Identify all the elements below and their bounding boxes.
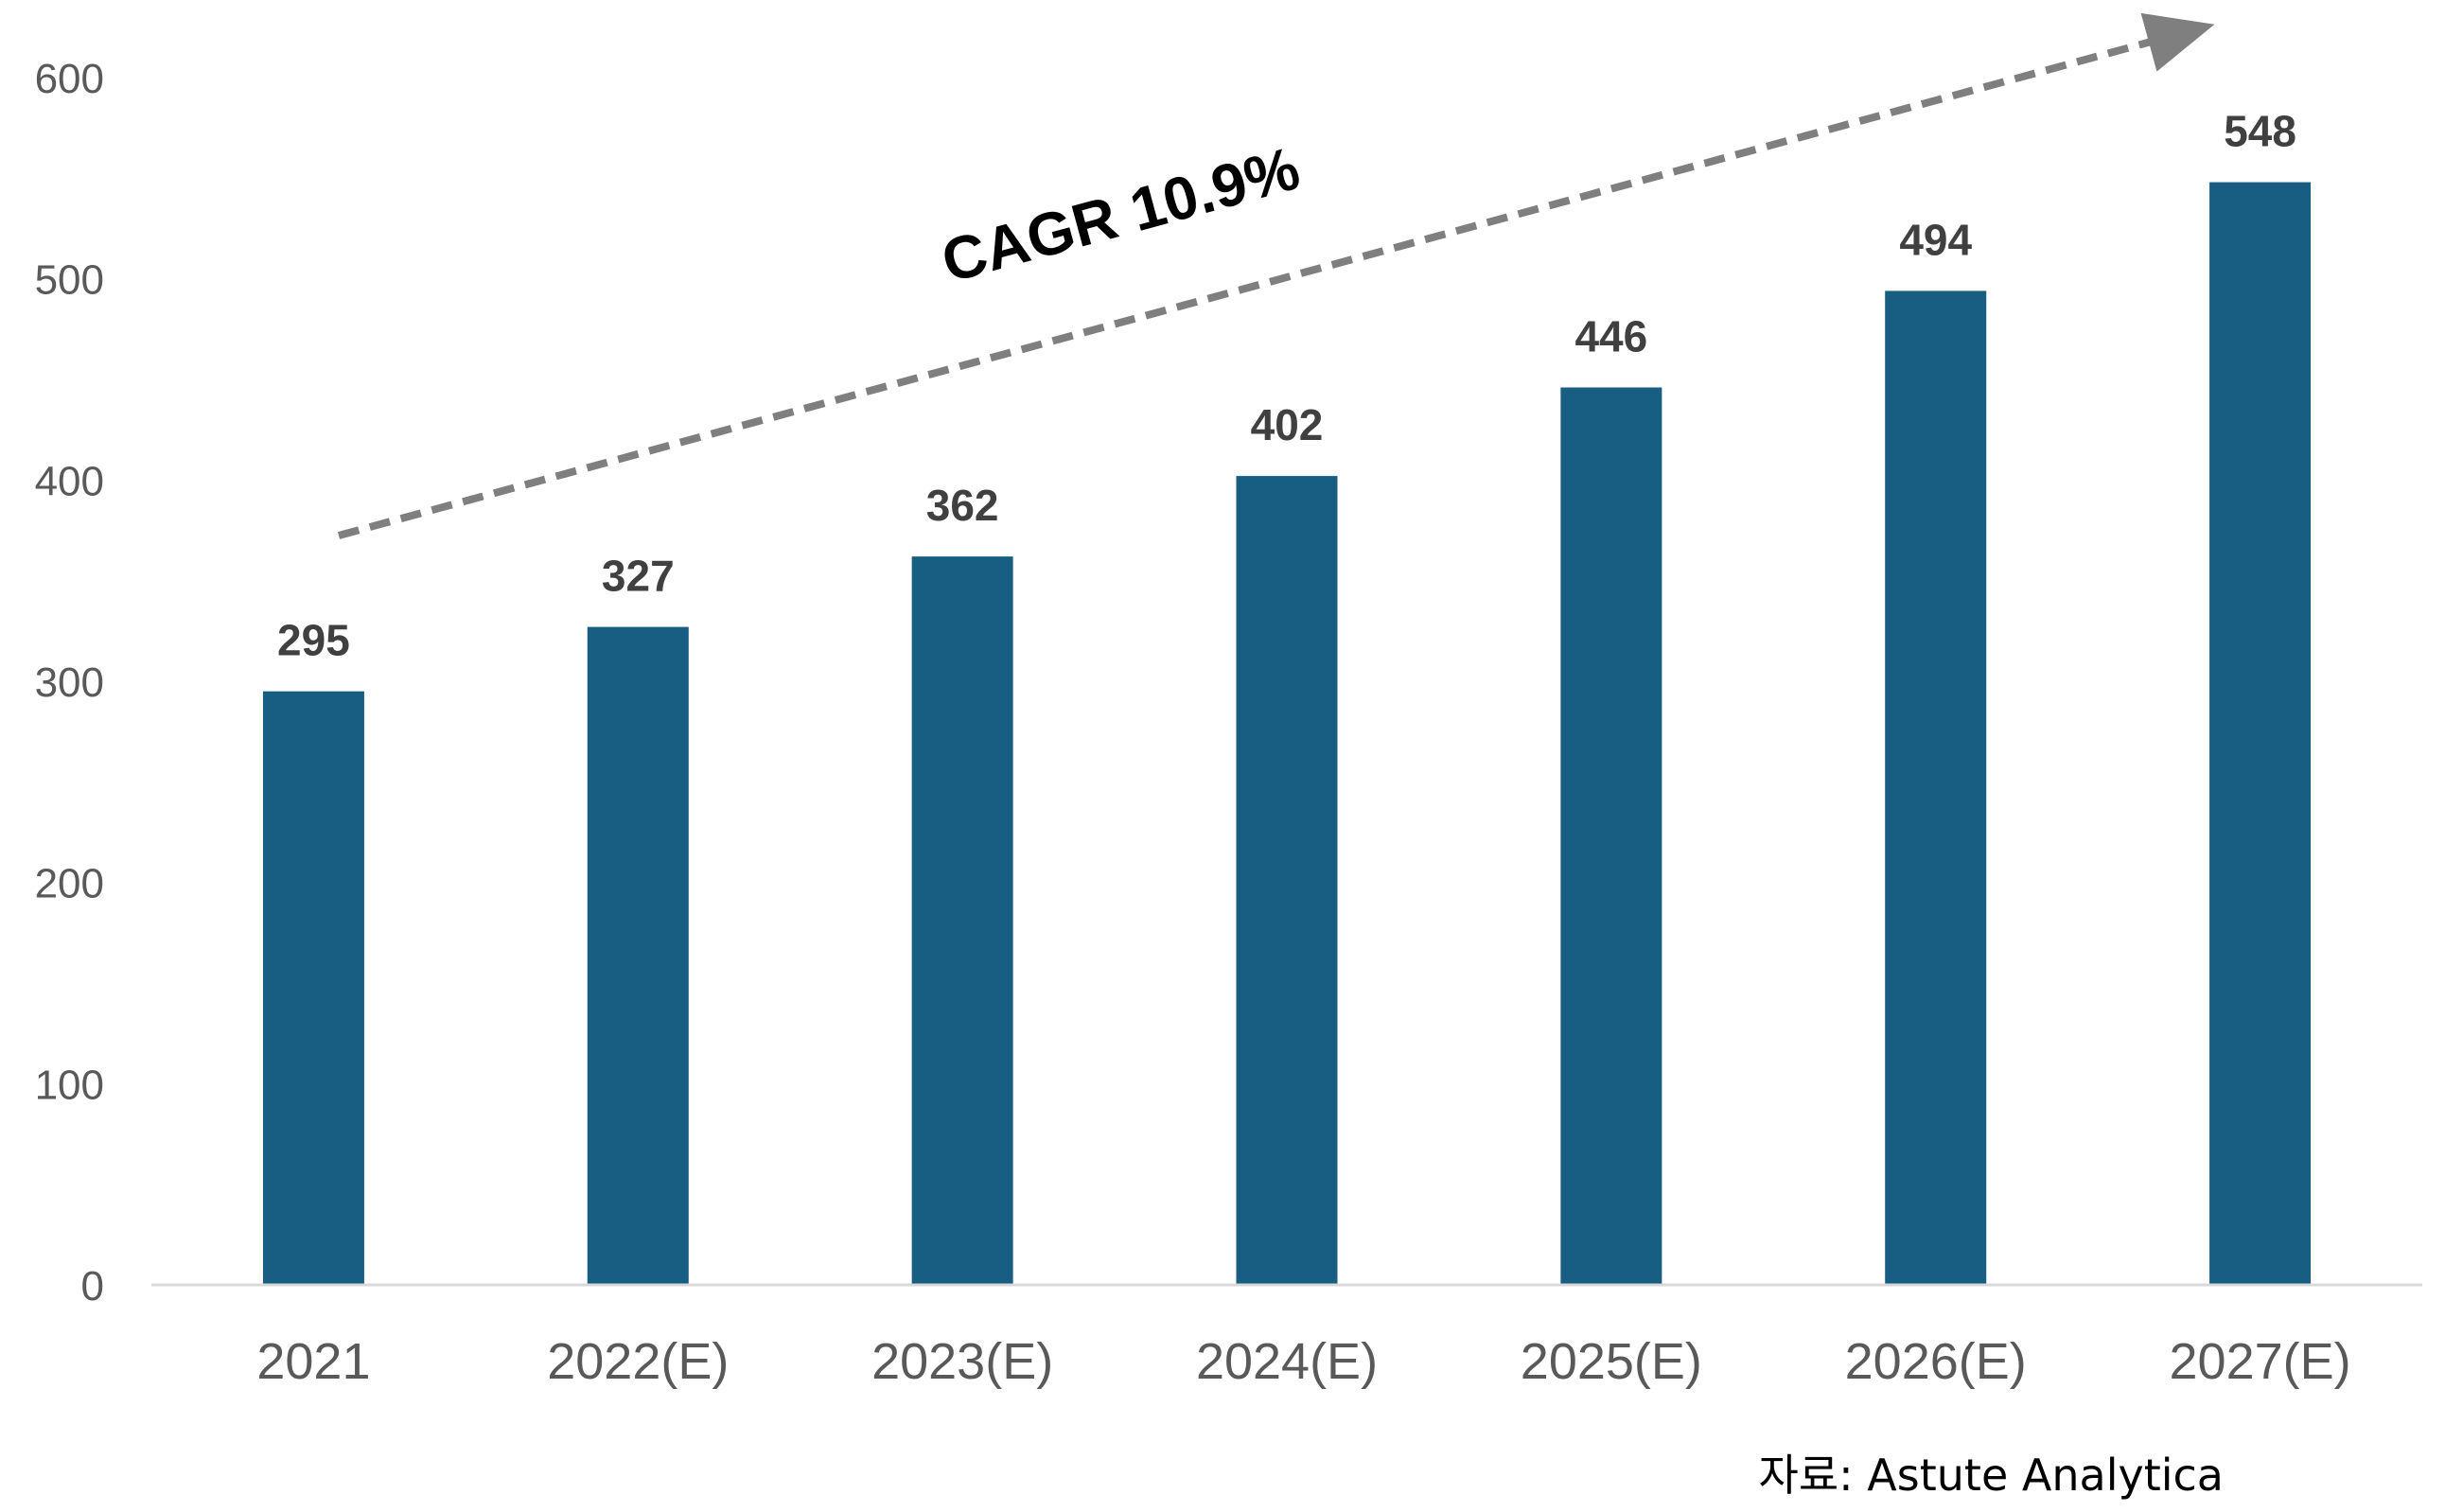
y-tick-label: 500 <box>35 257 104 304</box>
x-axis-labels: 2021 2022(E) 2023(E) 2024(E) 2025(E) 2026(E) 2… <box>256 1333 2350 1390</box>
y-tick-label: 200 <box>35 861 104 907</box>
bar <box>1560 387 1662 1285</box>
x-tick-label: 2022(E) <box>547 1333 729 1390</box>
bar-value-label: 327 <box>602 552 675 601</box>
y-tick-label: 600 <box>35 56 104 102</box>
bar <box>2209 182 2312 1285</box>
bar-value-label: 362 <box>926 481 999 530</box>
x-tick-label: 2024(E) <box>1196 1333 1378 1390</box>
bar <box>587 626 689 1285</box>
x-tick-label: 2023(E) <box>871 1333 1053 1390</box>
x-tick-label: 2027(E) <box>2170 1333 2351 1390</box>
bar-value-label: 295 <box>277 616 350 665</box>
bar-value-label: 402 <box>1251 400 1324 449</box>
source-note: 자료: Astute Analytica <box>1759 1450 2224 1501</box>
y-tick-label: 300 <box>35 659 104 706</box>
x-tick-label: 2025(E) <box>1521 1333 1702 1390</box>
x-tick-label: 2026(E) <box>1845 1333 2027 1390</box>
bar <box>1885 290 1987 1286</box>
y-tick-label: 400 <box>35 458 104 504</box>
cagr-annotation: CAGR 10.9% <box>935 133 1307 295</box>
bar <box>911 556 1013 1285</box>
x-tick-label: 2021 <box>256 1333 370 1390</box>
y-tick-label: 100 <box>35 1062 104 1108</box>
bar-value-label: 446 <box>1574 312 1647 361</box>
bar <box>1236 476 1338 1286</box>
bar-value-label: 548 <box>2224 107 2296 156</box>
y-tick-label: 0 <box>81 1263 104 1310</box>
bars <box>262 182 2312 1286</box>
y-axis-ticks: 0 100 200 300 400 500 600 <box>35 56 104 1310</box>
bar <box>262 691 364 1285</box>
data-labels: 295 327 362 402 446 494 548 <box>277 107 2296 665</box>
bar-value-label: 494 <box>1899 215 1972 264</box>
